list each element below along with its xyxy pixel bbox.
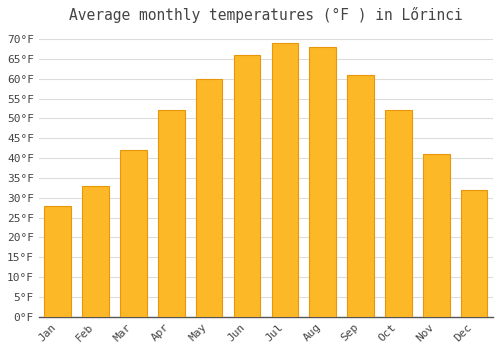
Title: Average monthly temperatures (°F ) in Lőrinci: Average monthly temperatures (°F ) in Lő… [69, 7, 463, 23]
Bar [310, 47, 336, 317]
Bar [234, 55, 260, 317]
Bar [196, 79, 222, 317]
Bar [423, 154, 450, 317]
Bar [44, 206, 71, 317]
Bar [461, 190, 487, 317]
Bar [272, 43, 298, 317]
Bar [385, 111, 411, 317]
Bar [348, 75, 374, 317]
Bar [120, 150, 146, 317]
Bar [82, 186, 109, 317]
Bar [158, 111, 184, 317]
